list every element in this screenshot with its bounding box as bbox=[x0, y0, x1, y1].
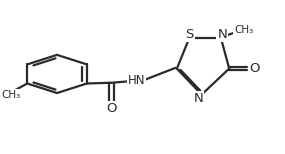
Text: O: O bbox=[106, 102, 117, 115]
Text: HN: HN bbox=[128, 74, 145, 87]
Text: N: N bbox=[217, 28, 227, 41]
Text: N: N bbox=[194, 92, 203, 105]
Text: S: S bbox=[185, 28, 194, 41]
Text: CH₃: CH₃ bbox=[234, 25, 253, 35]
Text: O: O bbox=[250, 62, 260, 75]
Text: CH₃: CH₃ bbox=[1, 90, 20, 100]
